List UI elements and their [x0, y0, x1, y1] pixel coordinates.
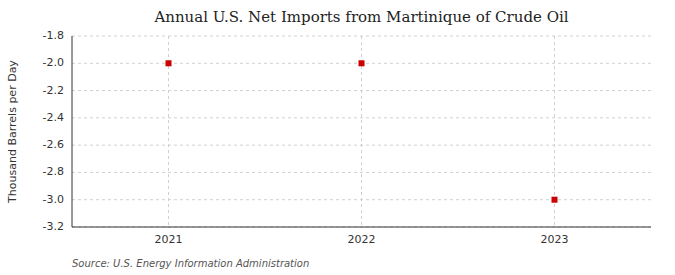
x-tick-label: 2023	[541, 233, 569, 246]
point	[166, 60, 172, 66]
y-tick-label: -2.8	[43, 165, 64, 178]
grid	[72, 36, 651, 227]
y-tick-label: -2.4	[43, 111, 64, 124]
y-axis-label: Thousand Barrels per Day	[6, 60, 19, 204]
x-tick-label: 2022	[348, 233, 376, 246]
point	[552, 197, 558, 203]
y-tick-label: -3.0	[43, 193, 64, 206]
points	[166, 60, 558, 202]
y-tick-label: -2.0	[43, 56, 64, 69]
point	[359, 60, 365, 66]
y-tick-label: -1.8	[43, 29, 64, 42]
x-tick-label: 2021	[155, 233, 183, 246]
chart: -3.2 -3.0 -2.8 -2.6 -2.4 -2.2 -2.0 -1.8 2021 2022…	[0, 0, 675, 275]
y-tick-label: -2.6	[43, 138, 64, 151]
y-tick-label: -2.2	[43, 84, 64, 97]
y-grid-line	[72, 172, 651, 173]
title: Annual U.S. Net Imports from Martinique …	[153, 8, 568, 26]
y-tick-label: -3.2	[43, 220, 64, 233]
tick-labels: -3.2 -3.0 -2.8 -2.6 -2.4 -2.2 -2.0 -1.8 2021 2022…	[43, 29, 569, 246]
x-axis-line	[72, 227, 651, 228]
y-grid-line	[72, 227, 651, 228]
y-grid-line	[72, 117, 651, 118]
source: Source: U.S. Energy Information Administ…	[72, 258, 309, 269]
y-axis-line	[72, 36, 73, 227]
chart-container: -3.2 -3.0 -2.8 -2.6 -2.4 -2.2 -2.0 -1.8 2021 2022…	[0, 0, 675, 275]
